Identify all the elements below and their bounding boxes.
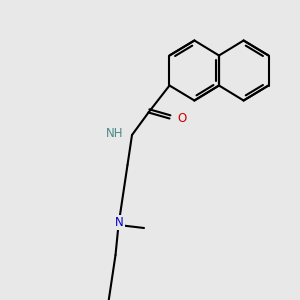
Text: NH: NH (106, 127, 124, 140)
Text: O: O (177, 112, 186, 125)
Text: N: N (115, 216, 124, 229)
